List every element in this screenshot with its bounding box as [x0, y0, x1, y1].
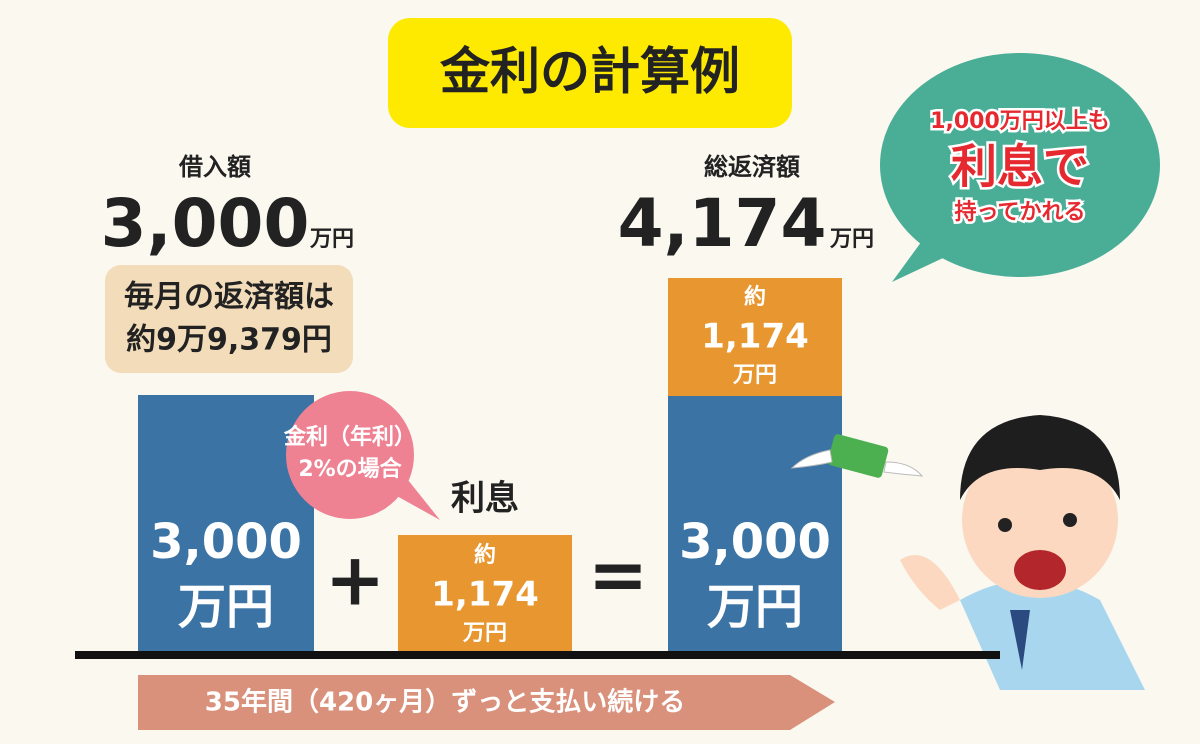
monthly-line1: 毎月の返済額は [124, 280, 334, 315]
total-amount: 4,174 [618, 185, 827, 262]
character-illustration [900, 415, 1145, 690]
total-interest-unit: 万円 [732, 363, 777, 388]
speech-bubble [880, 53, 1160, 277]
monthly-box [105, 265, 353, 373]
principal-bar [138, 395, 314, 653]
arrow-text: 35年間（420ヶ月）ずっと支払い続ける [205, 687, 685, 718]
rate-bubble [286, 391, 414, 519]
money-illustration [790, 434, 924, 478]
loan-unit: 万円 [309, 227, 354, 252]
plus: + [325, 538, 385, 622]
speech-line3: 持ってかれる [955, 200, 1086, 225]
total-interest-prefix: 約 [744, 284, 766, 310]
speech-line1: 1,000万円以上も [930, 109, 1110, 134]
speech-line2: 利息で [951, 140, 1089, 194]
monthly-line2: 約9万9,379円 [126, 323, 332, 358]
total-principal-bar [668, 396, 842, 653]
total-principal-amount: 3,000 [679, 514, 831, 570]
interest-unit: 万円 [462, 621, 507, 646]
rate-line1: 金利（年利） [283, 424, 416, 450]
arrow-shape [138, 675, 835, 730]
total-unit: 万円 [829, 227, 874, 252]
title-box [388, 18, 792, 128]
total-label: 総返済額 [704, 153, 800, 181]
rate-line2: 2%の場合 [298, 456, 402, 482]
loan-label: 借入額 [178, 153, 251, 181]
principal-unit: 万円 [178, 579, 274, 635]
interest-label: 利息 [451, 479, 519, 519]
equals: = [588, 533, 648, 617]
title: 金利の計算例 [440, 43, 740, 101]
principal-amount: 3,000 [150, 514, 302, 570]
total-interest-amount: 1,174 [701, 317, 809, 357]
total-interest-bar [668, 278, 842, 396]
total-principal-unit: 万円 [707, 579, 803, 635]
loan-amount: 3,000 [101, 185, 310, 262]
interest-bar [398, 535, 572, 653]
interest-amount: 1,174 [431, 575, 539, 615]
interest-prefix: 約 [474, 542, 496, 568]
